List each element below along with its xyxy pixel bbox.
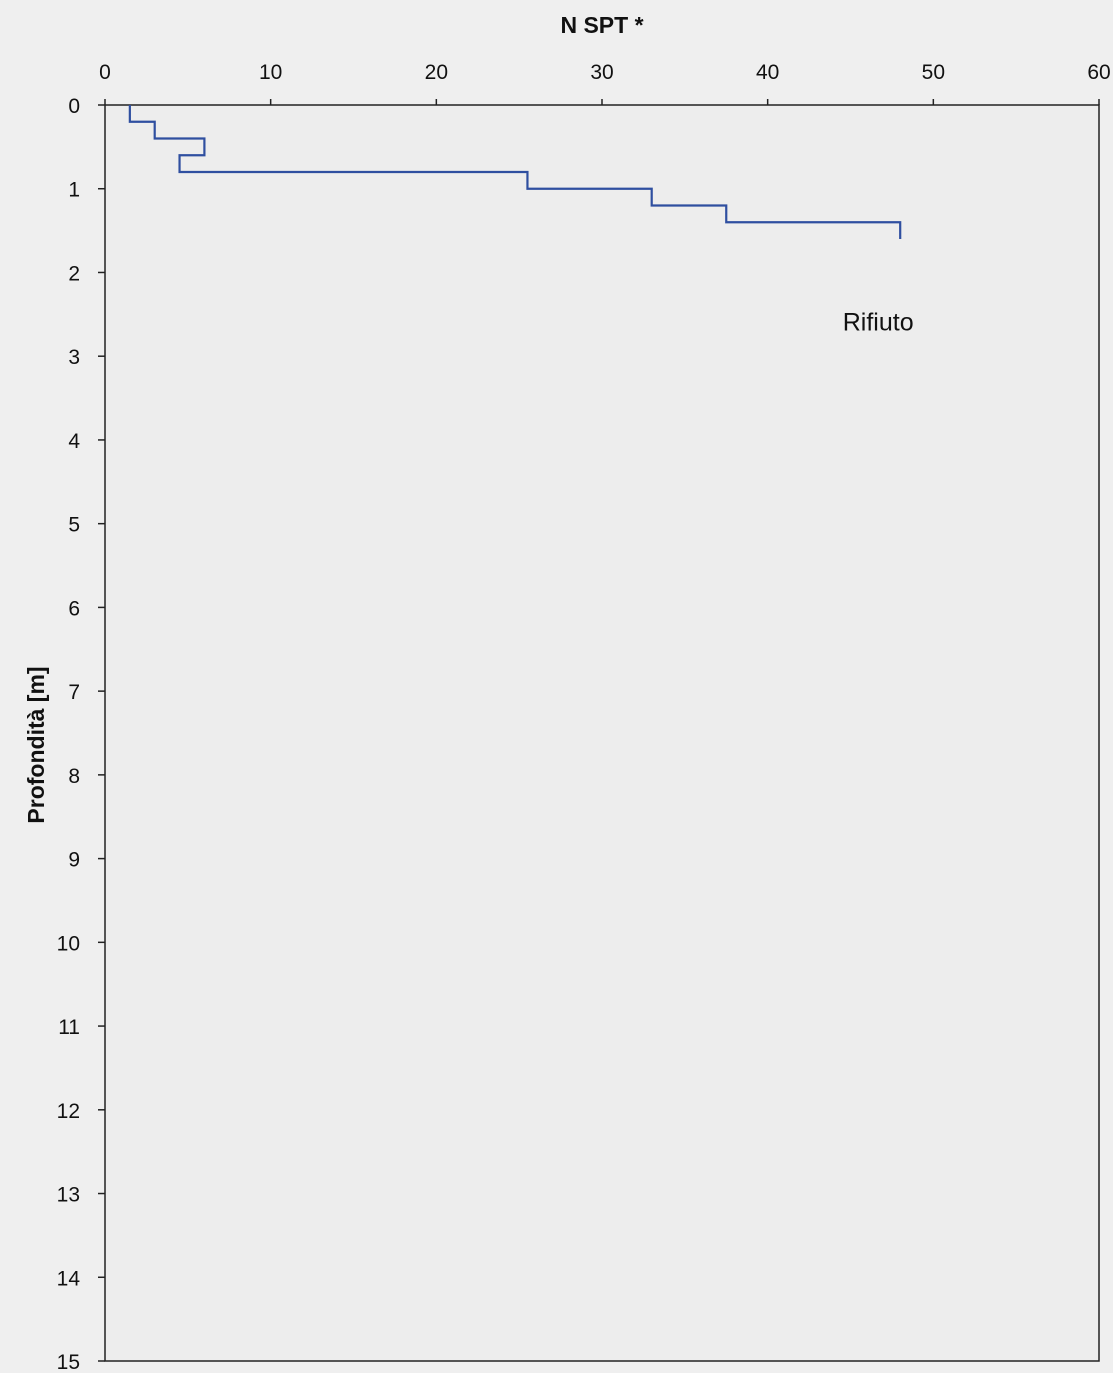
y-tick-label: 11 (58, 1016, 80, 1039)
y-tick-label: 6 (68, 597, 80, 620)
x-tick-label: 20 (425, 61, 448, 84)
y-tick-label: 9 (68, 849, 80, 872)
x-tick-label: 30 (590, 61, 613, 84)
y-tick-label: 5 (68, 514, 80, 537)
y-tick-label: 4 (68, 430, 80, 453)
x-tick-label: 10 (259, 61, 282, 84)
y-tick-label: 0 (68, 95, 80, 118)
y-tick-label: 3 (68, 346, 80, 369)
y-tick-label: 8 (68, 765, 80, 788)
x-tick-label: 40 (756, 61, 779, 84)
x-axis-title: N SPT * (560, 12, 643, 38)
series-line-0 (128, 105, 902, 239)
y-tick-label: 15 (57, 1351, 80, 1373)
y-tick-label: 14 (57, 1267, 81, 1290)
y-tick-label: 2 (68, 262, 80, 285)
y-tick-label: 13 (57, 1184, 80, 1207)
plot-area (104, 104, 1100, 1362)
y-tick-label: 12 (57, 1100, 80, 1123)
x-tick-label: 50 (922, 61, 945, 84)
x-tick-label: 60 (1087, 61, 1110, 84)
y-tick-label: 1 (68, 179, 80, 202)
x-tick-label: 0 (99, 61, 111, 84)
y-tick-label: 10 (57, 932, 80, 955)
annotation-label: Rifiuto (843, 309, 914, 337)
y-axis-title: Profondità [m] (23, 666, 49, 823)
y-tick-label: 7 (68, 681, 80, 704)
